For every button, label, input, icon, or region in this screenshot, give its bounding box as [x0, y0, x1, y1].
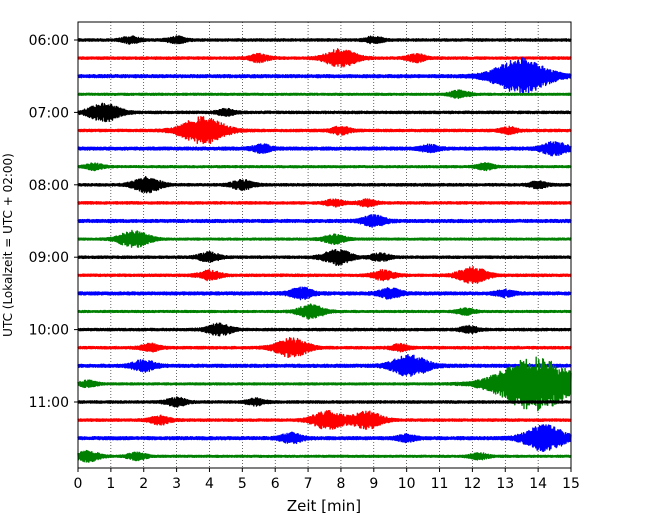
- seismic-trace-1030: [77, 353, 572, 377]
- x-tick-label: 7: [304, 476, 313, 492]
- seismic-trace-0600: [77, 35, 572, 45]
- x-tick-label: 9: [369, 476, 378, 492]
- x-tick-label: 6: [271, 476, 280, 492]
- plot-area-background: [78, 22, 571, 468]
- seismic-trace-1045: [77, 356, 572, 412]
- x-tick-label: 2: [139, 476, 148, 492]
- x-tick-label: 15: [562, 476, 580, 492]
- x-tick-label: 8: [336, 476, 345, 492]
- y-tick-label: 11:00: [29, 395, 69, 411]
- y-axis-label: UTC (Lokalzeit = UTC + 02:00): [1, 153, 15, 337]
- x-tick-label: 4: [205, 476, 214, 492]
- seismic-trace-1145: [77, 449, 572, 463]
- x-tick-label: 11: [431, 476, 449, 492]
- trace-layer: [77, 35, 572, 463]
- plot-frame: [77, 21, 572, 469]
- x-axis-label: Zeit [min]: [287, 497, 361, 515]
- seismic-trace-0915: [77, 266, 572, 284]
- y-tick-label: 06:00: [29, 33, 69, 49]
- x-tick-label: 10: [398, 476, 416, 492]
- seismic-trace-1130: [77, 424, 572, 453]
- seismic-trace-0815: [77, 198, 572, 208]
- x-tick-label: 5: [238, 476, 247, 492]
- y-tick-label: 09:00: [29, 250, 69, 266]
- seismic-trace-0700: [77, 102, 572, 123]
- seismic-trace-0930: [77, 286, 572, 301]
- seismic-trace-0615: [77, 48, 572, 68]
- y-tick-label: 07:00: [29, 105, 69, 121]
- x-tick-label: 3: [172, 476, 181, 492]
- seismic-trace-0900: [77, 248, 572, 266]
- seismic-trace-0830: [77, 214, 572, 228]
- y-tick-label: 10:00: [29, 323, 69, 339]
- y-axis-ticks: 06:00 07:00 08:00 09:00 10:00 11:00: [29, 33, 78, 411]
- seismic-trace-0730: [77, 141, 572, 157]
- x-tick-label: 13: [496, 476, 514, 492]
- x-tick-label: 0: [74, 476, 83, 492]
- seismic-trace-1000: [77, 322, 572, 337]
- x-tick-label: 14: [529, 476, 547, 492]
- grid-lines: [110, 22, 539, 468]
- seismic-trace-0945: [77, 303, 572, 320]
- x-tick-label: 12: [463, 476, 481, 492]
- seismic-trace-0715: [77, 115, 572, 145]
- x-axis-ticks: 0 1 2 3 4 5 6 7 8 9 10 11 12 13 14 15: [74, 468, 580, 492]
- y-tick-label: 08:00: [29, 178, 69, 194]
- seismic-trace-0645: [77, 89, 572, 100]
- seismic-trace-0745: [77, 162, 572, 172]
- x-tick-label: 1: [106, 476, 115, 492]
- seismic-trace-0630: [77, 57, 572, 96]
- seismic-trace-0845: [77, 229, 572, 248]
- seismic-trace-1015: [77, 337, 572, 359]
- seismic-trace-1100: [77, 396, 572, 408]
- seismic-trace-1115: [77, 409, 572, 430]
- seismic-trace-0800: [77, 175, 572, 194]
